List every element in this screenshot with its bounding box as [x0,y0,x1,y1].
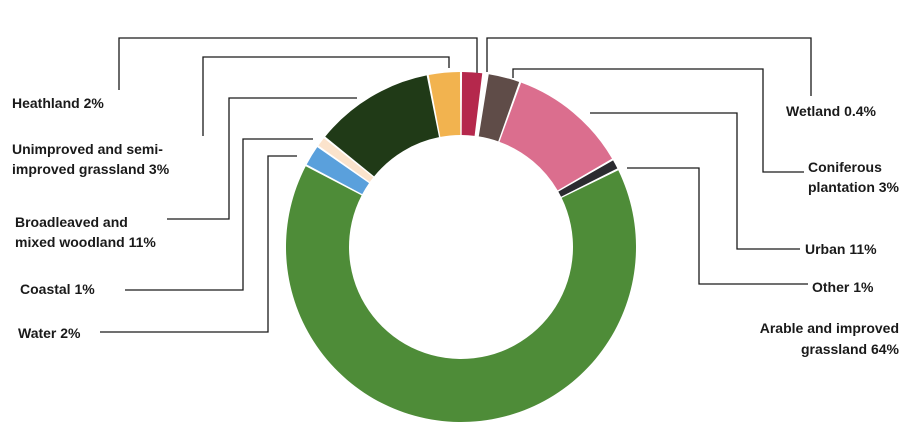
label-line: plantation 3% [808,179,900,195]
label-heathland: Heathland 2% [12,95,104,111]
leader-water [100,155,297,333]
label-wetland: Wetland 0.4% [786,103,877,119]
label-urban: Urban 11% [805,241,877,257]
label-coniferous-plantation: Coniferous plantation 3% [808,159,900,195]
label-line: improved grassland 3% [12,161,170,177]
leader-heathland [118,37,478,90]
slice-other [558,160,618,197]
label-broadleaved-and-mixed-woodland: Broadleaved and mixed woodland 11% [15,214,156,250]
label-water: Water 2% [18,325,81,341]
label-line: Water 2% [18,325,81,341]
slice-heathland [461,72,483,136]
slice-wetland [475,73,487,137]
label-arable-and-improved-grassland: Arable and improved grassland 64% [760,320,900,357]
label-other: Other 1% [812,279,874,295]
leader-coniferous-plantation [512,68,804,173]
leader-urban [590,112,800,250]
label-line: Wetland 0.4% [786,103,877,119]
label-line: grassland 64% [801,341,900,357]
slice-arable-and-improved-grassland [286,166,637,423]
label-line: Coastal 1% [20,281,95,297]
slice-coniferous-plantation [478,74,520,142]
label-line: Coniferous [808,159,882,175]
slice-water [306,147,370,195]
label-line: Heathland 2% [12,95,104,111]
label-line: Urban 11% [805,241,877,257]
slice-urban [499,82,613,191]
leader-other [627,167,808,285]
label-line: Unimproved and semi- [12,141,163,157]
slice-broadleaved-and-mixed-woodland [325,75,440,177]
label-line: Arable and improved [760,320,899,336]
leader-broadleaved-and-mixed-woodland [167,97,357,220]
label-line: mixed woodland 11% [15,234,156,250]
label-line: Other 1% [812,279,874,295]
leader-coastal [125,138,313,291]
leader-wetland [486,37,812,96]
slice-labels: Heathland 2% Wetland 0.4% Coniferous planta… [12,95,900,357]
leader-lines [100,37,812,333]
slice-unimproved-and-semi-improved-grassland [428,72,461,137]
label-line: Broadleaved and [15,214,128,230]
leader-unimproved-and-semi-improved-grassland [202,56,450,136]
label-coastal: Coastal 1% [20,281,95,297]
label-unimproved-and-semi-improved-grassland: Unimproved and semi-improved grassland 3… [12,141,170,177]
slice-coastal [318,138,374,183]
donut-slices [286,72,637,423]
